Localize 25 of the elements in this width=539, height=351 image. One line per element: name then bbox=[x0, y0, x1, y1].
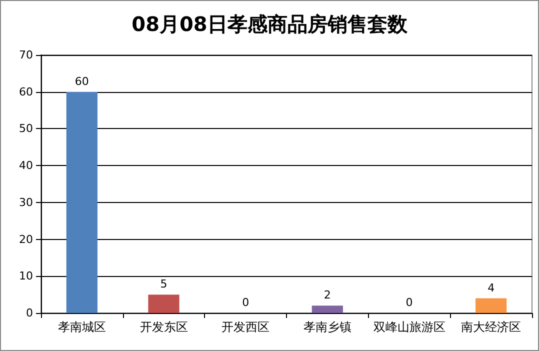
data-label: 2 bbox=[324, 288, 331, 302]
bar bbox=[312, 306, 343, 313]
y-tick-label: 70 bbox=[19, 48, 33, 62]
x-tick-label: 孝南乡镇 bbox=[303, 320, 352, 334]
data-label: 60 bbox=[74, 74, 89, 88]
x-tick-label: 双峰山旅游区 bbox=[373, 320, 446, 334]
bar bbox=[476, 298, 507, 313]
bar bbox=[66, 92, 98, 313]
y-tick-label: 10 bbox=[19, 270, 33, 283]
y-tick-label: 0 bbox=[26, 306, 33, 320]
x-tick-label: 孝南城区 bbox=[58, 320, 106, 334]
data-label: 5 bbox=[160, 278, 168, 291]
y-tick-label: 60 bbox=[19, 85, 33, 98]
data-label: 0 bbox=[406, 296, 413, 309]
x-tick-label: 开发西区 bbox=[222, 320, 270, 334]
chart-title: 08月08日孝感商品房销售套数 bbox=[132, 12, 408, 36]
y-tick-label: 50 bbox=[19, 122, 33, 136]
x-tick-label: 开发东区 bbox=[140, 320, 188, 334]
bar bbox=[148, 294, 180, 313]
y-tick-label: 30 bbox=[19, 196, 33, 209]
y-tick-label: 20 bbox=[19, 232, 33, 246]
x-tick-label: 南大经济区 bbox=[461, 320, 522, 334]
data-label: 4 bbox=[488, 281, 495, 294]
y-tick-label: 40 bbox=[19, 159, 33, 172]
data-label: 0 bbox=[242, 296, 250, 309]
